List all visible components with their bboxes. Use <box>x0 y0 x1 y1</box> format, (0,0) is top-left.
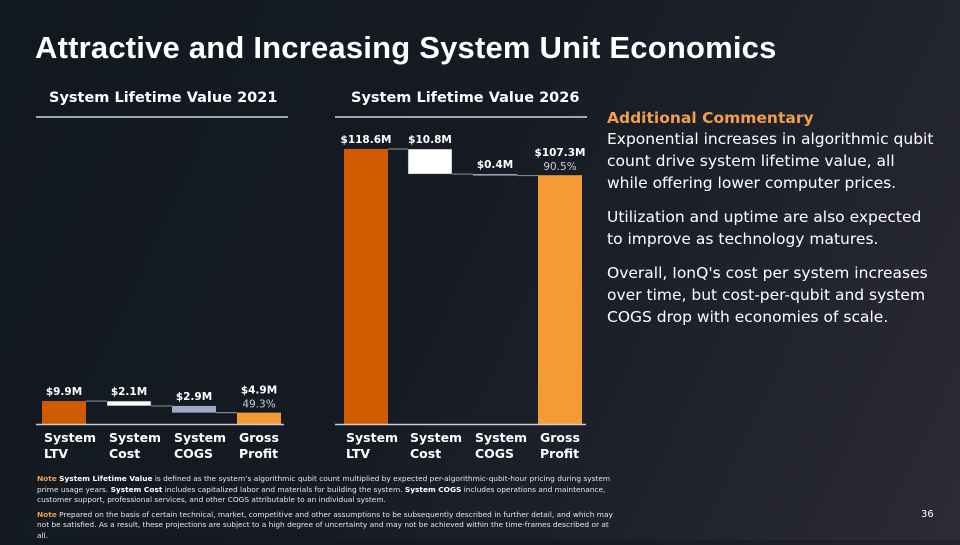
disclaimer-text: Prepared on the basis of certain technic… <box>37 509 613 540</box>
waterfall-charts: $9.9M $2.1M $2.9M$4.9M49.3%SystemLTVSystem… <box>36 134 586 461</box>
commentary-panel: Additional Commentary Exponential increa… <box>607 108 937 340</box>
term-system-cost: System Cost <box>110 484 163 494</box>
bar-2021-4 <box>237 412 281 424</box>
category-label-2021-3: COGS <box>174 446 213 461</box>
note-tag: Note <box>37 509 57 519</box>
category-label-2026-3: System <box>475 430 527 445</box>
footnote-definitions: Note System Lifetime Value is defined as… <box>37 474 622 506</box>
value-label-2026-4: $107.3M <box>535 147 586 159</box>
page-number: 36 <box>921 509 934 520</box>
bar-2021-1 <box>42 401 86 424</box>
definition-text: includes operations and maintenance, cus… <box>37 484 606 505</box>
note-tag: Note <box>37 474 57 483</box>
category-label-2026-1: System <box>346 430 398 445</box>
footnotes: Note System Lifetime Value is defined as… <box>37 474 622 545</box>
slide-title: Attractive and Increasing System Unit Ec… <box>35 30 777 65</box>
definition-text: is defined as the system’s algorithmic q… <box>37 474 611 494</box>
commentary-paragraph-3: Overall, IonQ's cost per system increase… <box>607 264 928 326</box>
category-label-2026-2: System <box>410 430 462 445</box>
value-label-2021-3: $2.9M <box>176 391 212 403</box>
bar-2026-2 <box>407 148 453 175</box>
value-label-2021-1: $9.9M <box>46 386 82 398</box>
value-label-2026-3: $0.4M <box>477 159 513 171</box>
chart-title-rule-2026 <box>335 116 587 118</box>
category-label-2021-1: System <box>44 430 96 445</box>
category-label-2026-4: Gross <box>540 430 580 445</box>
category-label-2021-2: Cost <box>109 446 140 461</box>
bar-2026-4 <box>538 175 582 424</box>
chart-title-2021: System Lifetime Value 2021 <box>49 90 278 106</box>
category-label-2021-2: System <box>109 430 161 445</box>
category-label-2021-1: LTV <box>44 446 68 461</box>
category-label-2021-3: System <box>174 430 226 445</box>
commentary-paragraph-1: Exponential increases in algorithmic qub… <box>607 130 934 192</box>
value-label-2021-4: $4.9M <box>241 385 277 397</box>
margin-label-2026: 90.5% <box>543 161 576 173</box>
bar-2026-1 <box>344 149 388 424</box>
category-label-2026-3: COGS <box>475 446 514 461</box>
commentary-paragraph-2: Utilization and uptime are also expected… <box>607 208 922 248</box>
chart-title-rule-2021 <box>36 116 288 118</box>
definition-text: includes capitalized labor and materials… <box>162 484 405 494</box>
category-label-2026-4: Profit <box>540 446 579 461</box>
category-label-2026-2: Cost <box>410 446 441 461</box>
footnote-disclaimer: Note Prepared on the basis of certain te… <box>37 510 622 542</box>
category-label-2021-4: Profit <box>239 446 278 461</box>
chart-title-2026: System Lifetime Value 2026 <box>351 90 580 106</box>
margin-label-2021: 49.3% <box>242 399 275 411</box>
term-system-cogs: System COGS <box>404 484 462 494</box>
bar-2026-3 <box>473 174 517 176</box>
category-label-2026-1: LTV <box>346 446 370 461</box>
category-label-2021-4: Gross <box>239 430 279 445</box>
bar-2021-2 <box>106 400 152 407</box>
term-system-lifetime-value: System Lifetime Value <box>59 474 153 483</box>
value-label-2026-1: $118.6M <box>341 134 392 146</box>
commentary-heading: Additional Commentary <box>607 109 814 127</box>
bar-2021-3 <box>172 405 216 413</box>
value-label-2026-2: $10.8M <box>408 134 452 146</box>
value-label-2021-2: $2.1M <box>111 386 147 398</box>
